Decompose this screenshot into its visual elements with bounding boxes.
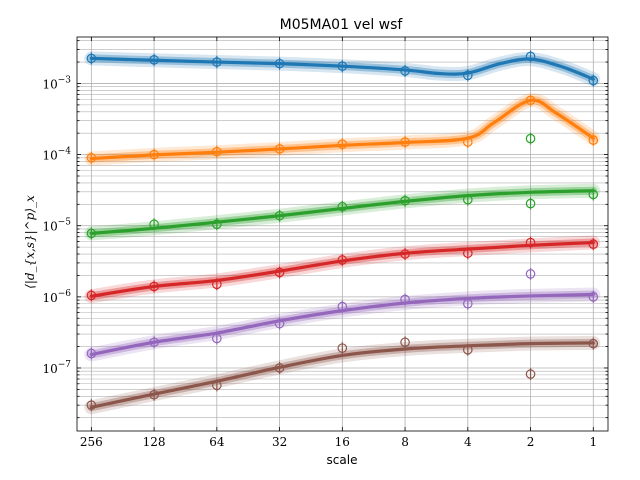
data-point: [588, 189, 599, 200]
data-point: [274, 318, 285, 329]
data-point: [463, 345, 473, 355]
data-point: [525, 198, 536, 209]
data-point: [525, 369, 536, 379]
data-point: [588, 239, 599, 249]
x-axis-label: scale: [327, 453, 358, 467]
series-2: [84, 93, 601, 166]
data-point: [274, 267, 285, 278]
data-point: [400, 137, 410, 147]
data-point: [463, 298, 473, 309]
data-point: [212, 333, 222, 344]
data-point: [86, 348, 97, 359]
chart-title: M05MA01 vel wsf: [280, 17, 404, 33]
y-tick-label: 10−6: [42, 289, 71, 305]
data-point: [588, 292, 599, 302]
data-point: [400, 249, 410, 259]
x-tick-label: 4: [464, 435, 472, 449]
data-point: [463, 137, 473, 147]
data-point: [525, 133, 536, 144]
data-point: [400, 195, 410, 206]
data-point: [149, 337, 159, 348]
data-point: [337, 343, 348, 353]
data-point: [149, 389, 159, 400]
series-5: [84, 267, 601, 362]
data-point: [212, 380, 222, 391]
x-tick-label: 8: [401, 435, 409, 449]
x-tick-label: 64: [209, 435, 225, 449]
data-point: [274, 58, 285, 69]
data-point: [86, 290, 97, 301]
data-point: [588, 135, 599, 145]
data-point: [463, 194, 473, 205]
data-point: [525, 269, 536, 279]
x-tick-label: 1: [589, 435, 597, 449]
data-point: [149, 149, 159, 160]
axis-ticks: 256 128 64 32 16 8 4 2 1 10−3 10−4 10−5 10−6 10−7: [42, 37, 608, 449]
data-point: [212, 146, 222, 157]
x-tick-label: 128: [143, 435, 166, 449]
data-point: [463, 248, 473, 259]
data-point: [274, 144, 285, 154]
x-tick-label: 256: [80, 435, 103, 449]
x-tick-label: 2: [527, 435, 535, 449]
data-point: [525, 51, 536, 62]
y-tick-label: 10−5: [42, 218, 71, 234]
data-point: [212, 57, 222, 67]
data-point: [588, 75, 599, 86]
data-point: [588, 338, 599, 349]
x-tick-label: 16: [335, 435, 350, 449]
data-point: [400, 66, 410, 76]
data-point: [149, 55, 159, 65]
data-point: [337, 301, 348, 312]
data-point: [86, 153, 97, 163]
plot-area: [84, 50, 601, 415]
data-point: [86, 53, 97, 64]
data-point: [400, 294, 410, 305]
series-line: [89, 341, 595, 409]
series-3: [84, 132, 601, 241]
series-1: [84, 50, 601, 87]
data-point: [525, 237, 536, 248]
data-point: [212, 279, 222, 290]
series-4: [84, 235, 601, 304]
series-6: [84, 335, 601, 415]
data-point: [86, 400, 97, 410]
y-tick-label: 10−3: [42, 75, 71, 91]
data-point: [274, 210, 285, 221]
data-point: [463, 70, 473, 81]
data-point: [149, 219, 159, 230]
data-point: [337, 61, 348, 71]
data-point: [212, 219, 222, 230]
x-tick-label: 32: [272, 435, 287, 449]
data-point: [274, 363, 285, 373]
y-tick-label: 10−7: [42, 360, 71, 376]
y-axis-label: ⟨|d_{x,s}|^p⟩_x: [23, 195, 37, 289]
data-point: [400, 337, 410, 348]
data-point: [337, 139, 348, 149]
data-point: [337, 255, 348, 265]
data-point: [86, 228, 97, 239]
data-point: [337, 201, 348, 212]
data-point: [525, 95, 536, 106]
y-tick-label: 10−4: [42, 147, 71, 163]
data-point: [149, 281, 159, 292]
